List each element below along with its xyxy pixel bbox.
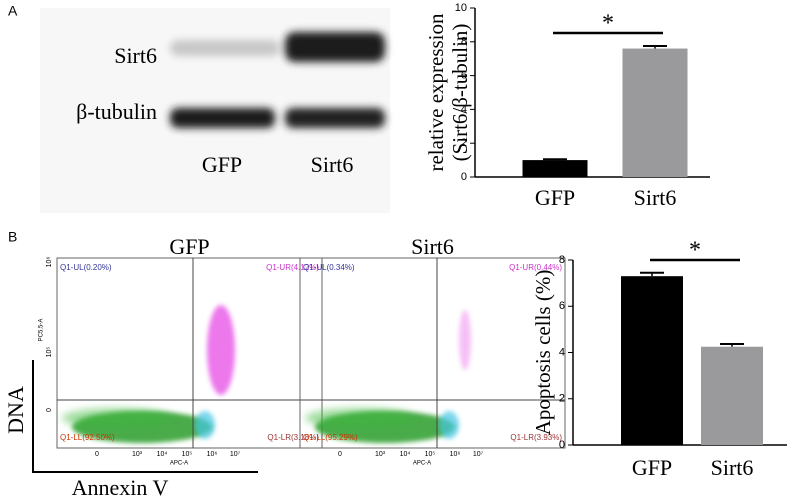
flow-x-tick-label: 10⁵: [425, 451, 436, 458]
blot-band: [170, 40, 280, 56]
y-axis-label: Apoptosis cells (%): [531, 270, 555, 436]
dot-cloud: [459, 310, 471, 370]
y-tick-label: 6: [559, 300, 565, 312]
dot-cloud: [62, 408, 172, 428]
y-tick-label: 10: [455, 2, 467, 14]
flow-x-tick-label: 10⁶: [207, 451, 218, 458]
quadrant-label: Q1-UL(0.20%): [60, 263, 112, 272]
flow-plots: GFP Q1-UL(0.20%) Q1-UR(4.12%) Q1-LL(92.50%)…: [39, 234, 566, 467]
blot-band: [285, 32, 385, 62]
y-tick-label: 2: [461, 137, 467, 149]
y-tick-label: 0: [559, 439, 565, 451]
y-tick-label: 6: [461, 70, 467, 82]
y-axis-label: (Sirt6/β-tubulin): [448, 24, 472, 162]
bar: [522, 160, 588, 177]
blot-row-label: β-tubulin: [76, 99, 157, 124]
flow-x-channel: APC-A: [170, 461, 188, 467]
flow-x-tick-label: 10⁴: [157, 451, 168, 458]
flow-x-tick-label: 10⁷: [473, 451, 484, 458]
dot-cloud: [195, 411, 215, 439]
flow-y-tick-label: 10⁶: [46, 257, 53, 268]
flow-x-tick-label: 0: [338, 451, 342, 458]
flow-x-tick-label: 10³: [375, 451, 386, 458]
y-axis-label: relative expression: [424, 13, 448, 172]
y-tick-label: 8: [461, 36, 467, 48]
flow-x-tick-label: 10⁴: [400, 451, 411, 458]
y-tick-label: 4: [559, 346, 565, 358]
y-tick-label: 4: [461, 103, 467, 115]
flow-x-tick-label: 0: [95, 451, 99, 458]
flow-x-tick-label: 10⁶: [450, 451, 461, 458]
x-tick-label: GFP: [632, 455, 672, 480]
significance-mark: *: [689, 238, 701, 264]
flow-y-tick-label: 10⁵: [46, 347, 53, 358]
quadrant-label: Q1-LL(95.29%): [303, 433, 358, 442]
flow-x-tick-label: 10³: [132, 451, 143, 458]
blot-band: [170, 108, 275, 128]
flow-frame: [56, 257, 323, 449]
flow-x-tick-label: 10⁵: [182, 451, 193, 458]
blot-band: [285, 108, 385, 128]
dot-cloud: [305, 408, 415, 428]
flow-x-label: Annexin V: [72, 475, 169, 500]
blot-lane-label: Sirt6: [311, 152, 354, 177]
flow-frame: [299, 257, 566, 449]
y-tick-label: 8: [559, 254, 565, 266]
x-tick-label: GFP: [535, 185, 575, 210]
flow-title: GFP: [169, 234, 209, 259]
bar: [701, 346, 763, 445]
y-tick-label: 0: [461, 171, 467, 183]
panel-label: A: [8, 3, 18, 19]
blot-row-label: Sirt6: [114, 43, 157, 68]
x-tick-label: Sirt6: [634, 185, 677, 210]
quadrant-label: Q1-UR(0.44%): [509, 263, 562, 272]
bar: [622, 48, 688, 178]
flow-title: Sirt6: [411, 234, 454, 259]
flow-x-channel: APC-A: [413, 461, 431, 467]
dot-cloud: [207, 305, 235, 395]
flow-x-tick-label: 10⁷: [230, 451, 241, 458]
flow-y-label: DNA: [3, 386, 28, 434]
flow-y-tick-label: 0: [46, 408, 53, 412]
quadrant-label: Q1-LR(3.93%): [510, 433, 562, 442]
panel-label: B: [8, 229, 17, 245]
significance-mark: *: [602, 11, 614, 37]
quadrant-label: Q1-UL(0.34%): [303, 263, 355, 272]
quadrant-label: Q1-UR(4.12%): [266, 263, 319, 272]
bar: [621, 276, 683, 445]
y-tick-label: 2: [559, 393, 565, 405]
flow-y-channel: PC5.5-A: [39, 319, 45, 342]
blot-lane-label: GFP: [202, 152, 242, 177]
x-tick-label: Sirt6: [711, 455, 754, 480]
flow-axis-arrows: [32, 360, 258, 473]
quadrant-label: Q1-LL(92.50%): [60, 433, 115, 442]
quadrant-label: Q1-LR(3.18%): [267, 433, 319, 442]
dot-cloud: [439, 411, 459, 439]
